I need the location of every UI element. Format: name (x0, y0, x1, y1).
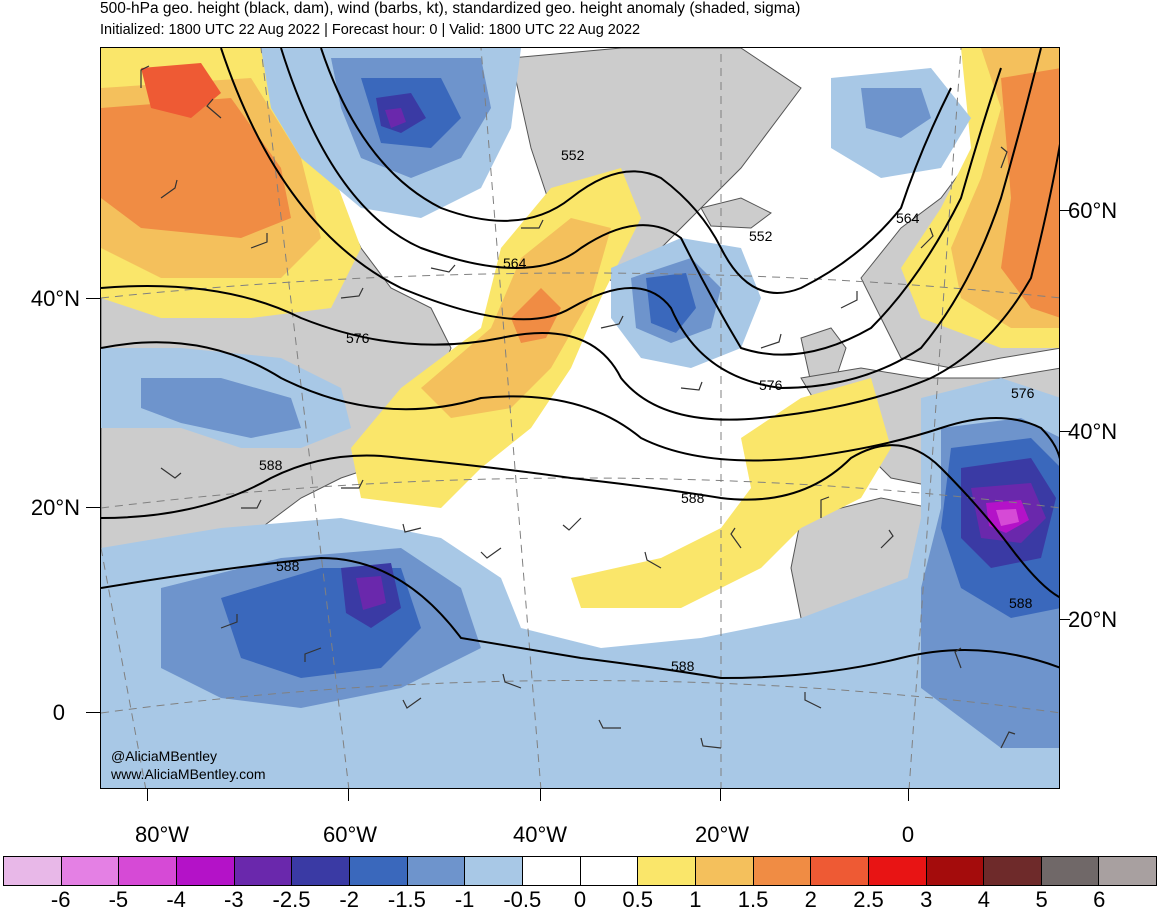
lat-label-left: 40°N (30, 286, 80, 311)
colorbar-label: 1 (689, 887, 702, 912)
colorbar-cell (1099, 857, 1157, 885)
map-subtitle: Initialized: 1800 UTC 22 Aug 2022 | Fore… (100, 22, 641, 38)
colorbar-cell (234, 857, 293, 885)
lat-label-right: 60°N (1068, 198, 1118, 223)
colorbar-cell (349, 857, 408, 885)
colorbar-cell (1041, 857, 1100, 885)
land-british-isles (800, 327, 847, 384)
weather-map: 552 552 564 564 576 576 576 588 588 588 … (101, 48, 1059, 788)
colorbar-cell (753, 857, 812, 885)
colorbar-label: 0.5 (622, 887, 653, 912)
colorbar-cell (868, 857, 927, 885)
colorbar-label: -4 (166, 887, 186, 912)
colorbar-label: -0.5 (503, 887, 542, 912)
colorbar-cell (4, 857, 62, 885)
lon-label: 0 (901, 822, 915, 847)
contour-label-group: 552 552 564 564 576 576 576 588 588 588 … (259, 147, 1035, 674)
lon-label: 80°W (134, 822, 190, 847)
contour-label: 576 (759, 377, 783, 393)
contour-label: 564 (896, 210, 920, 226)
colorbar-label: 2.5 (853, 887, 884, 912)
colorbar-label: -2 (339, 887, 359, 912)
colorbar-label: -1 (454, 887, 475, 912)
tick-mark (720, 789, 721, 801)
contour-label: 552 (561, 147, 585, 163)
tick-mark (908, 789, 909, 801)
credit-handle: @AliciaMBentley (111, 748, 218, 764)
colorbar-cell (119, 857, 177, 885)
colorbar-cell (465, 857, 523, 885)
colorbar-cell (522, 857, 581, 885)
map-title: 500-hPa geo. height (black, dam), wind (… (100, 0, 801, 17)
lat-label-right: 40°N (1068, 419, 1118, 444)
tick-mark (86, 298, 100, 299)
tick-mark (1060, 431, 1070, 432)
colorbar-label: -3 (224, 887, 244, 912)
contour-label: 588 (259, 457, 283, 473)
tick-mark (348, 789, 349, 801)
colorbar-cell (811, 857, 869, 885)
lat-label-right: 20°N (1068, 607, 1118, 632)
colorbar-label: 0 (573, 887, 587, 912)
colorbar-label: 1.5 (737, 887, 769, 912)
colorbar-cell (638, 857, 696, 885)
lon-label: 60°W (322, 822, 378, 847)
colorbar-label: 6 (1093, 887, 1106, 912)
lon-label: 20°W (694, 822, 750, 847)
colorbar-label: -2.5 (272, 887, 311, 912)
contour-label: 564 (503, 255, 527, 271)
lat-label-left: 20°N (30, 495, 80, 520)
tick-mark (540, 789, 541, 801)
colorbar-label: 2 (804, 887, 817, 912)
contour-label: 588 (276, 558, 300, 574)
colorbar-label: 4 (977, 887, 991, 912)
lon-label: 40°W (512, 822, 568, 847)
colorbar-cell (580, 857, 639, 885)
tick-mark (86, 507, 100, 508)
contour-label: 588 (1009, 595, 1033, 611)
height-contours (101, 48, 1059, 680)
anomaly-positive-east-atlantic (571, 378, 891, 608)
colorbar-cell (176, 857, 235, 885)
colorbar-cell (926, 857, 985, 885)
colorbar-label: 3 (920, 887, 933, 912)
contour-label: 576 (1011, 385, 1035, 401)
land-iceland (700, 197, 772, 229)
colorbar-cell (292, 857, 350, 885)
colorbar-label: -1.5 (387, 887, 426, 912)
colorbar-label: 5 (1035, 887, 1048, 912)
contour-label: 588 (671, 658, 695, 674)
tick-mark (1060, 619, 1070, 620)
tick-mark (1060, 210, 1070, 211)
contour-label: 588 (681, 490, 705, 506)
colorbar-label: -6 (50, 887, 71, 912)
colorbar (3, 856, 1157, 886)
wind-barbs (140, 65, 1016, 749)
tick-mark (86, 712, 100, 713)
contour-label: 552 (749, 228, 773, 244)
colorbar-cell (407, 857, 466, 885)
colorbar-cell (695, 857, 754, 885)
colorbar-label: -5 (108, 887, 129, 912)
colorbar-cell (61, 857, 120, 885)
tick-mark (147, 789, 148, 801)
map-panel[interactable]: 552 552 564 564 576 576 576 588 588 588 … (100, 47, 1060, 789)
colorbar-cell (984, 857, 1042, 885)
contour-label: 576 (346, 330, 370, 346)
credit-website[interactable]: www.AliciaMBentley.com (111, 766, 266, 782)
lat-label-left: 0 (52, 700, 65, 725)
